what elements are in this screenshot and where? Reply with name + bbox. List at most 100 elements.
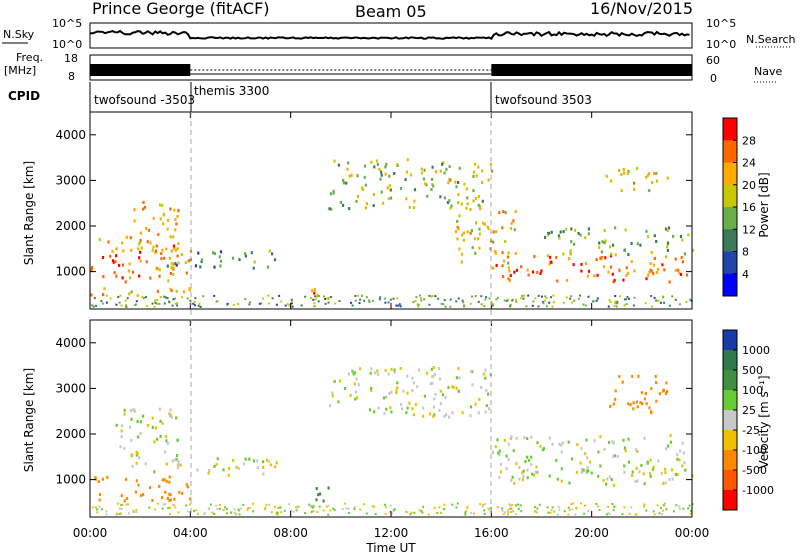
echo-cell [658, 392, 661, 396]
velocity-colorbar-tick-label: 25 [742, 404, 756, 417]
power-ylabel: Slant Range [km] [22, 161, 36, 265]
echo-cell [491, 450, 495, 454]
echo-cell [469, 370, 473, 373]
echo-cell [165, 462, 168, 466]
echo-cell [571, 457, 574, 461]
echo-cell [515, 300, 518, 303]
echo-cell [604, 239, 607, 243]
echo-cell [396, 297, 399, 300]
echo-cell [380, 173, 383, 177]
echo-cell [177, 242, 180, 246]
freq-tick-bottom: 8 [68, 70, 75, 83]
echo-cell [295, 506, 297, 509]
echo-cell [511, 504, 514, 507]
velocity-colorbar-swatch [723, 450, 737, 471]
echo-cell [545, 297, 548, 299]
echo-cell [432, 375, 435, 378]
echo-cell [388, 174, 391, 178]
echo-cell [176, 438, 179, 442]
echo-cell [683, 252, 686, 256]
echo-cell [531, 304, 534, 307]
echo-cell [474, 162, 477, 166]
echo-cell [546, 305, 548, 308]
echo-cell [610, 254, 613, 258]
echo-cell [105, 510, 108, 513]
echo-cell [125, 304, 127, 307]
echo-cell [324, 302, 327, 305]
echo-cell [643, 397, 646, 401]
echo-cell [196, 512, 199, 515]
echo-cell [244, 298, 247, 301]
nsky-tick-bottom: 10^0 [52, 38, 82, 51]
echo-cell [631, 474, 634, 477]
echo-cell [645, 229, 648, 233]
echo-cell [390, 367, 393, 371]
echo-cell [441, 162, 444, 166]
echo-cell [462, 301, 465, 304]
echo-cell [151, 248, 154, 252]
echo-cell [532, 300, 535, 303]
echo-cell [235, 465, 238, 469]
echo-cell [364, 206, 367, 210]
echo-cell [482, 503, 485, 506]
echo-cell [650, 387, 653, 391]
echo-cell [213, 513, 216, 515]
echo-cell [118, 263, 121, 267]
echo-cell [409, 513, 412, 516]
echo-cell [356, 195, 360, 198]
echo-cell [418, 294, 421, 297]
echo-cell [361, 294, 363, 297]
echo-cell [456, 502, 459, 505]
echo-cell [609, 404, 612, 408]
echo-cell [348, 207, 351, 211]
echo-cell [231, 256, 235, 260]
echo-cell [445, 413, 448, 417]
echo-cell [213, 252, 216, 256]
echo-cell [438, 409, 441, 412]
echo-cell [657, 299, 660, 302]
velocity-colorbar-tick-label: 100 [742, 384, 763, 397]
echo-cell [277, 506, 280, 509]
echo-cell [552, 301, 555, 304]
echo-cell [622, 278, 625, 282]
echo-cell [450, 204, 453, 208]
echo-cell [377, 372, 380, 376]
echo-cell [592, 300, 595, 303]
echo-cell [472, 170, 476, 174]
echo-cell [349, 393, 352, 397]
echo-cell [101, 256, 105, 259]
echo-cell [667, 226, 671, 230]
echo-cell [420, 171, 423, 175]
echo-cell [374, 371, 377, 375]
echo-cell [536, 270, 539, 274]
echo-cell [555, 256, 558, 259]
echo-cell [584, 304, 587, 307]
echo-cell [571, 508, 574, 511]
echo-cell [495, 230, 498, 234]
echo-cell [584, 236, 587, 240]
echo-cell [661, 509, 664, 512]
echo-cell [629, 403, 632, 407]
velocity-colorbar-swatch [723, 330, 737, 351]
echo-cell [172, 244, 176, 248]
echo-cell [154, 426, 157, 430]
echo-cell [412, 381, 415, 385]
echo-cell [118, 507, 121, 510]
time-axis-label: Time UT [365, 541, 416, 554]
echo-cell [329, 192, 332, 196]
echo-cell [664, 471, 667, 475]
echo-cell [173, 247, 176, 250]
echo-cell [655, 240, 658, 243]
echo-cell [173, 504, 176, 507]
echo-cell [645, 277, 648, 281]
echo-cell [384, 503, 387, 506]
echo-cell [614, 302, 617, 305]
echo-cell [333, 509, 336, 512]
echo-cell [465, 187, 468, 191]
echo-cell [607, 505, 609, 508]
echo-cell [358, 302, 361, 305]
echo-cell [478, 232, 481, 236]
echo-cell [625, 274, 628, 277]
echo-cell [505, 467, 508, 470]
echo-cell [471, 370, 474, 374]
